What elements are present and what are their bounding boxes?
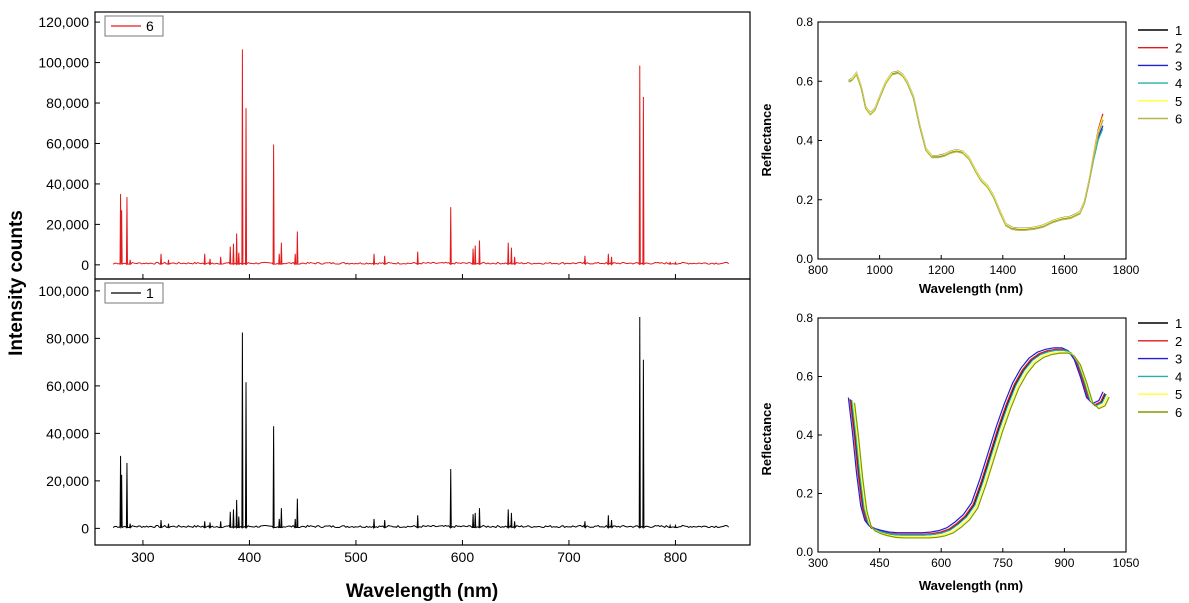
spectrum-series-1 [112,316,730,530]
x-tick-label: 1800 [1113,263,1140,277]
x-tick-label: 700 [557,549,581,565]
legend-label: 6 [1175,405,1182,420]
x-tick-label: 500 [344,549,368,565]
nir-reflectance-frame [817,21,1127,260]
x-tick-label: 300 [131,549,155,565]
libs-top-frame [94,11,751,280]
y-tick-label: 0.0 [796,252,813,266]
reflectance-series-5 [848,70,1104,230]
y-tick-label: 0.6 [796,370,813,384]
libs-top-plot: 0 20,000 40,000 60,000 80,000 100,000 120,000 6 [38,11,751,280]
reflectance-series-3 [848,70,1104,229]
x-tick-label: 900 [1054,556,1074,570]
reflectance-series-5 [852,351,1109,538]
y-tick-label: 0.4 [796,134,813,148]
y-tick-label: 120,000 [38,14,89,30]
nir-x-axis-title: Wavelength (nm) [919,281,1023,296]
y-tick-label: 20,000 [46,473,89,489]
x-tick-label: 450 [870,556,890,570]
legend-label: 5 [1175,94,1182,109]
vis-reflectance-plot: 0.0 0.2 0.4 0.6 0.8 300 450 600 750 900 1050 1 2 3 4 5 6 [796,311,1182,570]
libs-bottom-frame [94,278,751,546]
x-tick-label: 800 [664,549,688,565]
y-tick-label: 0 [81,257,89,273]
x-tick-label: 1050 [1113,556,1140,570]
vis-x-axis-title: Wavelength (nm) [919,578,1023,593]
y-tick-label: 20,000 [46,216,89,232]
legend-label: 3 [1175,352,1182,367]
legend-label: 2 [1175,334,1182,349]
x-tick-label: 750 [993,556,1013,570]
legend-label: 4 [1175,76,1182,91]
spectrum-series-6 [112,49,730,267]
reflectance-series-1 [848,71,1104,230]
legend-label: 4 [1175,369,1182,384]
nir-y-axis-title: Reflectance [759,104,774,177]
y-tick-label: 80,000 [46,95,89,111]
legend-label: 6 [1175,112,1182,127]
libs-y-axis-title: Intensity counts [6,210,27,356]
y-tick-label: 80,000 [46,330,89,346]
y-tick-label: 0.6 [796,74,813,88]
x-tick-label: 1400 [989,263,1016,277]
y-tick-label: 100,000 [38,55,89,71]
reflectance-series-3 [847,347,1104,534]
y-tick-label: 60,000 [46,378,89,394]
y-tick-label: 0.8 [796,15,813,29]
nir-reflectance-plot: 0.0 0.2 0.4 0.6 0.8 800 1000 1200 1400 1600 1800 1 2… [796,15,1182,277]
y-tick-label: 0.4 [796,428,813,442]
y-tick-label: 40,000 [46,176,89,192]
libs-bottom-plot: 0 20,000 40,000 60,000 80,000 100,000 300 400 50… [38,278,751,565]
x-tick-label: 300 [808,556,828,570]
y-tick-label: 40,000 [46,425,89,441]
vis-y-axis-title: Reflectance [759,403,774,476]
legend-label: 2 [1175,41,1182,56]
x-tick-label: 1600 [1051,263,1078,277]
reflectance-series-6 [848,72,1104,231]
reflectance-series-4 [851,349,1107,536]
y-tick-label: 0 [81,520,89,536]
libs-x-axis-title: Wavelength (nm) [346,581,498,602]
legend-label: 1 [146,285,154,301]
x-tick-label: 600 [931,556,951,570]
legend-label: 1 [1175,23,1182,38]
x-tick-label: 1000 [866,263,893,277]
legend-label: 6 [146,18,154,34]
y-tick-label: 0.0 [796,545,813,559]
x-tick-label: 800 [808,263,828,277]
y-tick-label: 0.2 [796,193,813,207]
reflectance-series-4 [848,72,1104,231]
y-tick-label: 0.2 [796,487,813,501]
y-tick-label: 60,000 [46,135,89,151]
legend-label: 1 [1175,316,1182,331]
legend-label: 5 [1175,387,1182,402]
x-tick-label: 1200 [928,263,955,277]
reflectance-series-6 [853,352,1110,539]
legend-label: 3 [1175,58,1182,73]
y-tick-label: 0.8 [796,311,813,325]
y-tick-label: 100,000 [38,283,89,299]
reflectance-series-2 [849,348,1106,535]
reflectance-series-2 [848,71,1104,230]
x-tick-label: 400 [238,549,262,565]
x-tick-label: 600 [451,549,475,565]
